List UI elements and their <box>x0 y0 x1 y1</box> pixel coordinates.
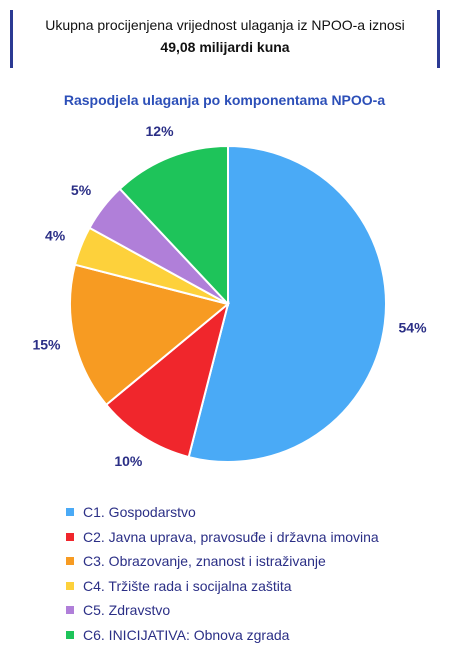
legend-label: C6. INICIJATIVA: Obnova zgrada <box>83 626 290 643</box>
legend-item-6: C6. INICIJATIVA: Obnova zgrada <box>66 623 379 648</box>
left-accent-bar <box>10 10 13 68</box>
pie-slice-2 <box>104 301 230 459</box>
legend-swatch <box>66 606 74 615</box>
slice-label-2: 10% <box>114 453 143 469</box>
slice-label-1: 54% <box>399 319 428 335</box>
legend-item-2: C2. Javna uprava, pravosuđe i državna im… <box>66 525 379 550</box>
right-accent-bar <box>437 10 440 68</box>
legend-swatch <box>66 581 74 590</box>
pie-slice-6 <box>118 144 229 307</box>
legend-item-5: C5. Zdravstvo <box>66 598 379 623</box>
legend-swatch <box>66 508 74 517</box>
legend-item-3: C3. Obrazovanje, znanost i istraživanje <box>66 549 379 574</box>
legend-label: C4. Tržište rada i socijalna zaštita <box>83 577 292 594</box>
pie-chart: 54% 10% 15% 4% 5% 12% <box>32 123 428 469</box>
legend-label: C1. Gospodarstvo <box>83 504 196 521</box>
legend-label: C5. Zdravstvo <box>83 602 171 619</box>
slice-label-3: 15% <box>32 337 61 353</box>
legend-item-1: C1. Gospodarstvo <box>66 500 379 525</box>
chart-legend: C1. Gospodarstvo C2. Javna uprava, pravos… <box>66 500 379 647</box>
summary-amount: 49,08 milijardi kuna <box>160 39 290 55</box>
slice-label-5: 5% <box>71 182 92 198</box>
summary-header: Ukupna procijenjena vrijednost ulaganja … <box>20 14 430 58</box>
legend-label: C3. Obrazovanje, znanost i istraživanje <box>83 553 326 570</box>
pie-slice-3 <box>69 263 231 407</box>
legend-swatch <box>66 630 74 639</box>
legend-label: C2. Javna uprava, pravosuđe i državna im… <box>83 528 379 545</box>
slice-label-4: 4% <box>45 228 66 244</box>
pie-slice-1 <box>187 144 387 463</box>
legend-swatch <box>66 557 74 566</box>
legend-item-4: C4. Tržište rada i socijalna zaštita <box>66 574 379 599</box>
summary-text: Ukupna procijenjena vrijednost ulaganja … <box>45 17 405 33</box>
slice-label-6: 12% <box>146 123 175 139</box>
chart-title: Raspodjela ulaganja po komponentama NPOO… <box>63 92 386 108</box>
legend-swatch <box>66 532 74 541</box>
